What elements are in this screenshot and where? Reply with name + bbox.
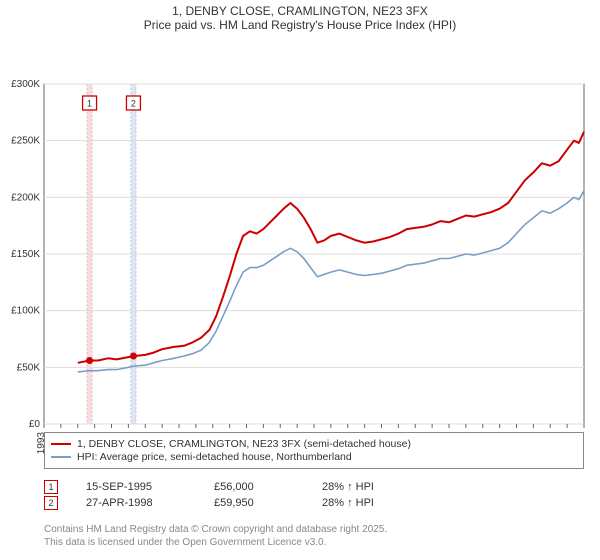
y-tick-label: £0 xyxy=(29,419,41,430)
sales-row-date: 27-APR-1998 xyxy=(86,497,186,509)
chart-container: 1, DENBY CLOSE, CRAMLINGTON, NE23 3FX Pr… xyxy=(0,0,600,560)
sales-row-price: £59,950 xyxy=(214,497,294,509)
legend-swatch xyxy=(51,443,71,445)
chart-title-block: 1, DENBY CLOSE, CRAMLINGTON, NE23 3FX Pr… xyxy=(0,0,600,34)
legend-box: 1, DENBY CLOSE, CRAMLINGTON, NE23 3FX (s… xyxy=(44,432,584,469)
y-tick-label: £50K xyxy=(17,362,41,373)
legend-label: 1, DENBY CLOSE, CRAMLINGTON, NE23 3FX (s… xyxy=(77,438,411,450)
sales-row-marker: 1 xyxy=(44,480,58,494)
sale-marker-1 xyxy=(86,357,93,364)
sales-row-delta: 28% ↑ HPI xyxy=(322,497,374,509)
y-tick-label: £300K xyxy=(11,79,40,90)
chart-title-line2: Price paid vs. HM Land Registry's House … xyxy=(0,18,600,32)
sales-row-price: £56,000 xyxy=(214,481,294,493)
sales-row-marker: 2 xyxy=(44,496,58,510)
attribution-line2: This data is licensed under the Open Gov… xyxy=(44,537,387,550)
legend-row: 1, DENBY CLOSE, CRAMLINGTON, NE23 3FX (s… xyxy=(51,438,577,450)
sales-row-date: 15-SEP-1995 xyxy=(86,481,186,493)
sale-marker-2 xyxy=(130,353,137,360)
y-tick-label: £150K xyxy=(11,249,40,260)
chart-svg: £0£50K£100K£150K£200K£250K£300K199319941… xyxy=(0,34,600,466)
y-tick-label: £250K xyxy=(11,136,40,147)
sales-row-delta: 28% ↑ HPI xyxy=(322,481,374,493)
attribution-text: Contains HM Land Registry data © Crown c… xyxy=(44,524,387,549)
y-tick-label: £100K xyxy=(11,306,40,317)
legend-label: HPI: Average price, semi-detached house,… xyxy=(77,451,352,463)
legend-row: HPI: Average price, semi-detached house,… xyxy=(51,451,577,463)
sale-label-text-1: 1 xyxy=(87,99,92,109)
attribution-line1: Contains HM Land Registry data © Crown c… xyxy=(44,524,387,537)
sales-row: 2 27-APR-1998 £59,950 28% ↑ HPI xyxy=(44,496,584,510)
chart-title-line1: 1, DENBY CLOSE, CRAMLINGTON, NE23 3FX xyxy=(0,4,600,18)
sale-label-text-2: 2 xyxy=(131,99,136,109)
sales-row: 1 15-SEP-1995 £56,000 28% ↑ HPI xyxy=(44,480,584,494)
sales-table: 1 15-SEP-1995 £56,000 28% ↑ HPI 2 27-APR-1998… xyxy=(44,478,584,512)
y-tick-label: £200K xyxy=(11,192,40,203)
legend-swatch xyxy=(51,456,71,458)
